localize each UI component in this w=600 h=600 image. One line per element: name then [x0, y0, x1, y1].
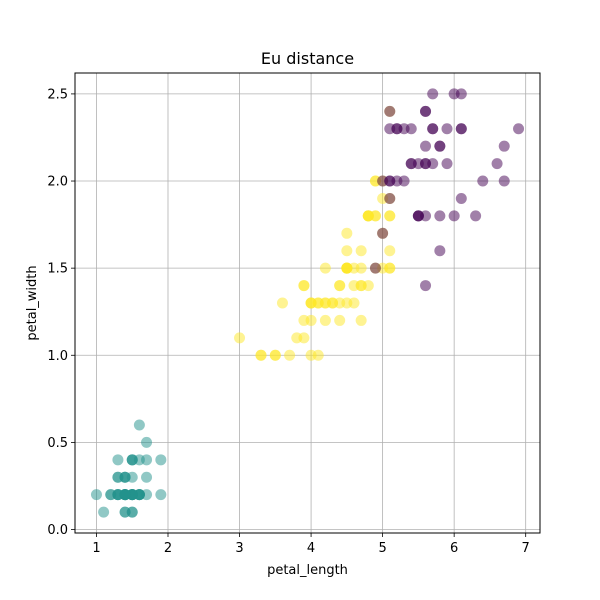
data-point	[491, 158, 503, 170]
x-tick-label: 3	[235, 541, 243, 556]
data-point	[341, 262, 353, 274]
data-point	[420, 105, 432, 117]
data-point	[405, 123, 417, 135]
data-point	[412, 210, 424, 222]
data-point	[234, 332, 246, 344]
y-tick-label: 1.5	[47, 262, 68, 277]
data-point	[434, 245, 446, 257]
data-point	[405, 158, 417, 170]
data-point	[377, 227, 389, 239]
data-point	[434, 140, 446, 152]
data-point	[334, 280, 346, 292]
x-tick-label: 4	[307, 541, 315, 556]
data-point	[98, 506, 110, 518]
y-tick-label: 1.0	[47, 349, 68, 364]
data-point	[427, 88, 439, 100]
data-point	[477, 175, 489, 187]
data-point	[434, 210, 446, 222]
data-point	[291, 332, 303, 344]
data-point	[341, 245, 353, 257]
x-tick-label: 7	[522, 541, 530, 556]
data-point	[369, 262, 381, 274]
data-point	[319, 314, 331, 326]
x-tick-label: 6	[450, 541, 458, 556]
data-point	[155, 489, 167, 501]
data-point	[427, 123, 439, 135]
data-point	[276, 297, 288, 309]
y-tick-label: 2.0	[47, 175, 68, 190]
data-point	[498, 140, 510, 152]
data-point	[112, 454, 124, 466]
data-point	[470, 210, 482, 222]
data-point	[384, 262, 396, 274]
data-point	[334, 314, 346, 326]
data-point	[441, 158, 453, 170]
x-tick-label: 1	[92, 541, 100, 556]
data-point	[90, 489, 102, 501]
data-point	[155, 454, 167, 466]
x-tick-label: 2	[164, 541, 172, 556]
data-point	[284, 349, 296, 361]
data-point	[441, 123, 453, 135]
data-point	[141, 436, 153, 448]
data-point	[255, 349, 267, 361]
data-point	[420, 280, 432, 292]
data-point	[312, 349, 324, 361]
data-point	[362, 280, 374, 292]
plot-frame	[74, 72, 541, 534]
data-point	[348, 280, 360, 292]
x-axis-label: petal_length	[267, 563, 348, 578]
data-point	[119, 506, 131, 518]
data-point	[455, 192, 467, 204]
data-point	[269, 349, 281, 361]
y-tick-label: 0.0	[47, 523, 68, 538]
data-point	[348, 297, 360, 309]
data-points	[90, 88, 525, 518]
data-point	[384, 105, 396, 117]
data-point	[448, 210, 460, 222]
data-point	[420, 158, 432, 170]
data-point	[498, 175, 510, 187]
data-point	[119, 489, 131, 501]
data-point	[119, 471, 131, 483]
data-point	[455, 88, 467, 100]
data-point	[312, 297, 324, 309]
data-point	[305, 314, 317, 326]
data-point	[384, 210, 396, 222]
data-point	[298, 280, 310, 292]
axis-ticks: 1 2 3 4 5 6 7 0.0 0.5 1.0 1.5 2.0 2.5	[47, 87, 530, 556]
data-point	[384, 192, 396, 204]
x-tick-label: 5	[378, 541, 386, 556]
data-point	[133, 419, 145, 431]
data-point	[126, 454, 138, 466]
data-point	[355, 262, 367, 274]
data-point	[384, 245, 396, 257]
data-point	[455, 123, 467, 135]
y-axis-label: petal_width	[25, 265, 40, 340]
data-point	[391, 123, 403, 135]
data-point	[141, 471, 153, 483]
data-point	[362, 210, 374, 222]
data-point	[513, 123, 525, 135]
y-tick-label: 0.5	[47, 436, 68, 451]
data-point	[384, 175, 396, 187]
data-point	[420, 140, 432, 152]
data-point	[341, 227, 353, 239]
data-point	[355, 245, 367, 257]
data-point	[319, 262, 331, 274]
chart-title: Eu distance	[261, 49, 354, 68]
data-point	[327, 297, 339, 309]
y-tick-label: 2.5	[47, 87, 68, 102]
data-point	[355, 314, 367, 326]
